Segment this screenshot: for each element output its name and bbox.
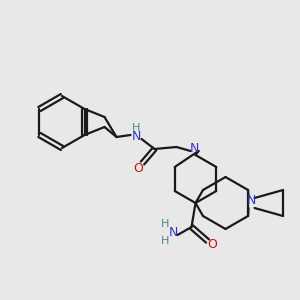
Text: H: H xyxy=(161,219,170,229)
Text: N: N xyxy=(132,130,141,142)
Text: N: N xyxy=(190,142,199,154)
Text: O: O xyxy=(134,161,143,175)
Text: H: H xyxy=(161,236,170,246)
Text: N: N xyxy=(169,226,178,238)
Text: O: O xyxy=(208,238,218,251)
Text: N: N xyxy=(247,194,256,208)
Text: H: H xyxy=(132,123,141,133)
